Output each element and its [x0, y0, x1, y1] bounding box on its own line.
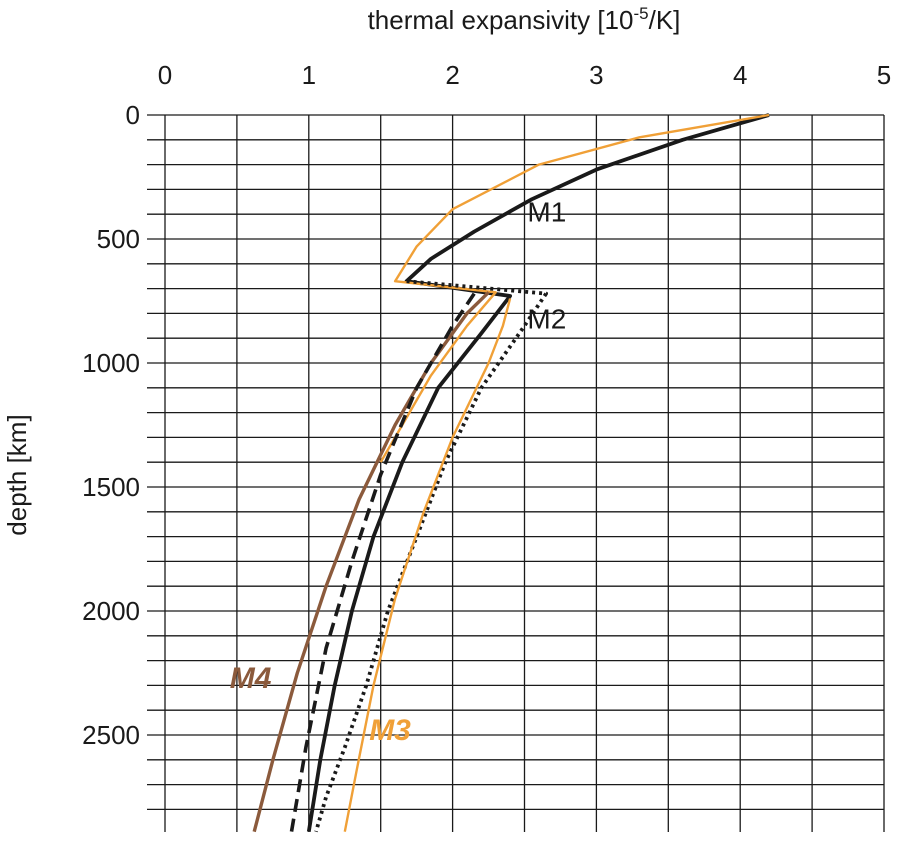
- grid: [147, 114, 885, 832]
- series-label-m1: M1: [527, 197, 566, 228]
- y-axis-ticks: 0 500 1000 1500 2000 2500: [82, 100, 140, 750]
- x-axis-title-suffix: /K]: [649, 5, 681, 35]
- x-tick-label: 1: [302, 60, 316, 90]
- x-tick-label: 5: [877, 60, 891, 90]
- series-line-dashed: [289, 292, 476, 833]
- series-label-m2: M2: [527, 303, 566, 334]
- x-tick-label: 4: [733, 60, 747, 90]
- series-line-m1: [306, 113, 770, 833]
- y-tick-label: 1000: [82, 348, 140, 378]
- y-axis-title: depth [km]: [2, 414, 32, 535]
- series-line-m3: [343, 298, 512, 832]
- y-tick-label: 2000: [82, 596, 140, 626]
- x-tick-label: 3: [589, 60, 603, 90]
- x-axis-title-prefix: thermal expansivity [10: [368, 5, 634, 35]
- series-line-m1-thin-: [379, 113, 770, 463]
- x-axis-title: thermal expansivity [10-5/K]: [368, 4, 681, 35]
- y-tick-label: 0: [126, 100, 140, 130]
- x-tick-label: 0: [158, 60, 172, 90]
- y-tick-label: 500: [97, 224, 140, 254]
- series-group: [252, 113, 770, 833]
- series-line-m4: [252, 291, 490, 833]
- series-label-m4: M4: [230, 662, 272, 695]
- x-tick-label: 2: [445, 60, 459, 90]
- y-tick-label: 1500: [82, 472, 140, 502]
- annotations: M1 M2 M4 M3: [230, 197, 567, 747]
- y-tick-label: 2500: [82, 720, 140, 750]
- x-axis-title-sup: -5: [633, 4, 648, 23]
- x-axis-ticks: 0 1 2 3 4 5: [158, 60, 891, 90]
- series-label-m3: M3: [369, 714, 411, 747]
